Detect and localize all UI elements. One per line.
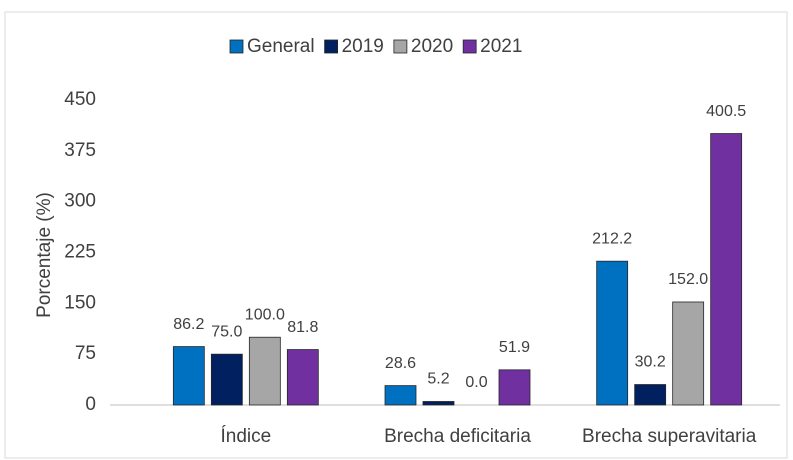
y-tick-label: 450	[64, 89, 96, 110]
y-tick-label: 225	[64, 242, 96, 263]
value-label: 51.9	[499, 339, 530, 356]
y-axis-label: Porcentaje (%)	[34, 192, 55, 318]
bar	[422, 401, 455, 406]
legend-swatch	[229, 39, 244, 54]
y-tick-label: 75	[75, 343, 96, 364]
legend-swatch	[462, 39, 477, 54]
x-tick-label: Brecha deficitaria	[384, 426, 531, 447]
value-label: 152.0	[668, 271, 708, 288]
value-label: 400.5	[706, 103, 746, 120]
bar	[384, 385, 417, 406]
value-label: 81.8	[287, 319, 318, 336]
value-label: 100.0	[245, 306, 285, 323]
x-tick-label: Brecha superavitaria	[582, 426, 757, 447]
value-label: 28.6	[385, 355, 416, 372]
bar	[498, 369, 531, 406]
bar	[634, 384, 667, 406]
y-tick-label: 300	[64, 191, 96, 212]
bar	[248, 336, 281, 406]
legend-label: 2020	[411, 36, 453, 57]
value-label: 212.2	[592, 230, 632, 247]
bar	[172, 346, 205, 406]
bar	[210, 353, 243, 406]
y-tick-label: 150	[64, 292, 96, 313]
legend-label: 2019	[342, 36, 384, 57]
value-label: 0.0	[465, 374, 487, 391]
value-label: 86.2	[173, 316, 204, 333]
legend-swatch	[324, 39, 339, 54]
value-label: 75.0	[211, 323, 242, 340]
bar	[710, 133, 743, 406]
bar	[672, 301, 705, 406]
value-label: 5.2	[427, 371, 449, 388]
chart-frame	[4, 11, 788, 459]
value-label: 30.2	[635, 354, 666, 371]
legend-label: General	[247, 36, 315, 57]
legend-swatch	[393, 39, 408, 54]
y-tick-label: 375	[64, 140, 96, 161]
bar	[596, 260, 629, 406]
x-tick-label: Índice	[220, 426, 271, 447]
bar	[286, 349, 319, 406]
legend-label: 2021	[480, 36, 522, 57]
y-tick-label: 0	[85, 394, 96, 415]
